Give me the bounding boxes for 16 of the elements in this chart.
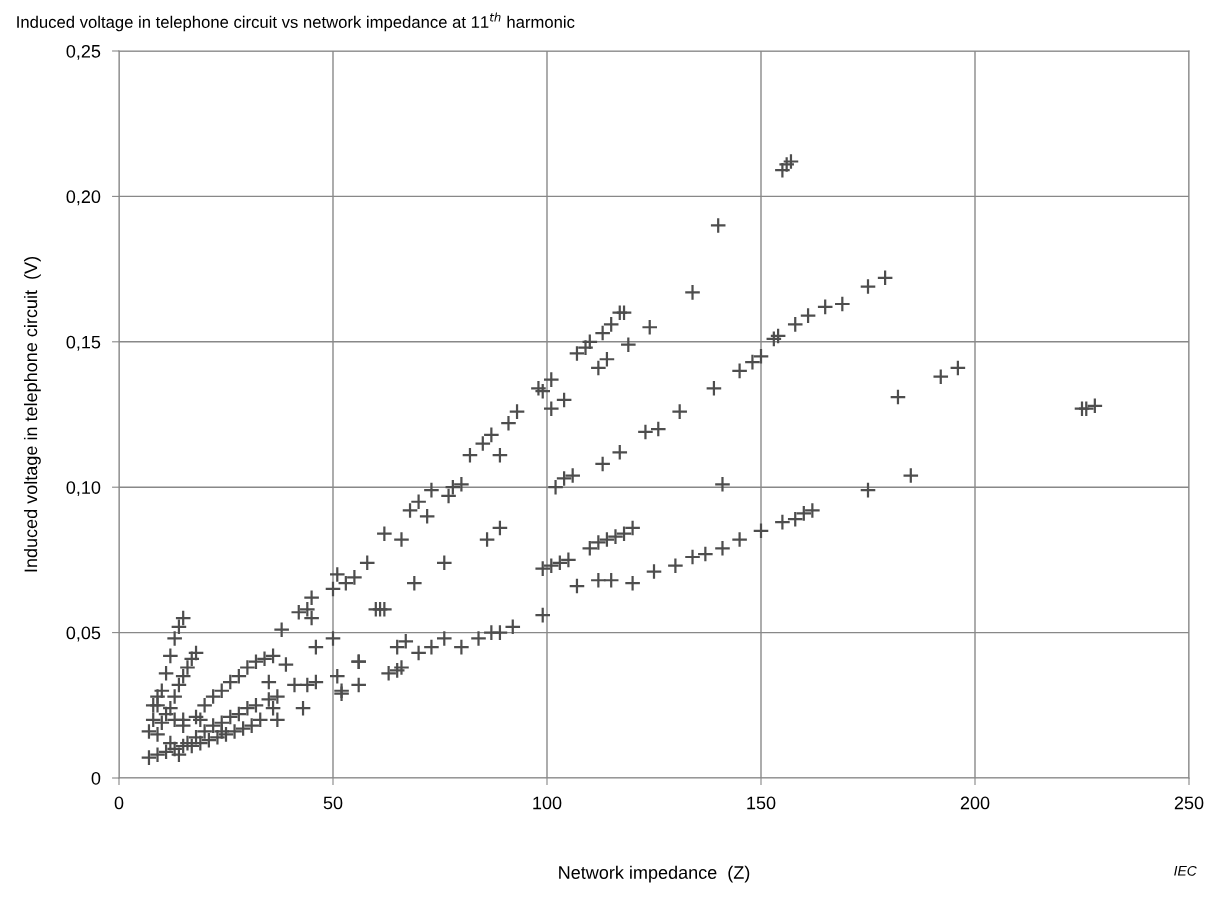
x-tick-label: 100	[533, 796, 562, 810]
x-axis-title: Network impedance (Z)	[559, 865, 750, 883]
y-tick-label: 0,20	[66, 190, 101, 206]
x-tick-label: 50	[323, 796, 343, 810]
chart-title: Induced voltage in telephone circuit vs network impedance at 11$^{th}$ harmonic	[17, 12, 575, 32]
y-tick-label: 0,25	[66, 44, 101, 60]
y-tick-label: 0,10	[66, 481, 101, 497]
x-tick-label: 0	[114, 796, 124, 810]
x-tick-label: 250	[1174, 796, 1204, 810]
x-tick-label: 200	[960, 796, 990, 810]
text: IEC	[1174, 865, 1197, 876]
y-tick-label: 0,05	[66, 626, 101, 642]
y-axis-title: Induced voltage in telephone circuit (V)	[23, 257, 41, 572]
x-tick-label: 150	[747, 796, 776, 810]
y-tick-label: 0	[91, 771, 101, 785]
y-tick-label: 0,15	[66, 335, 101, 351]
